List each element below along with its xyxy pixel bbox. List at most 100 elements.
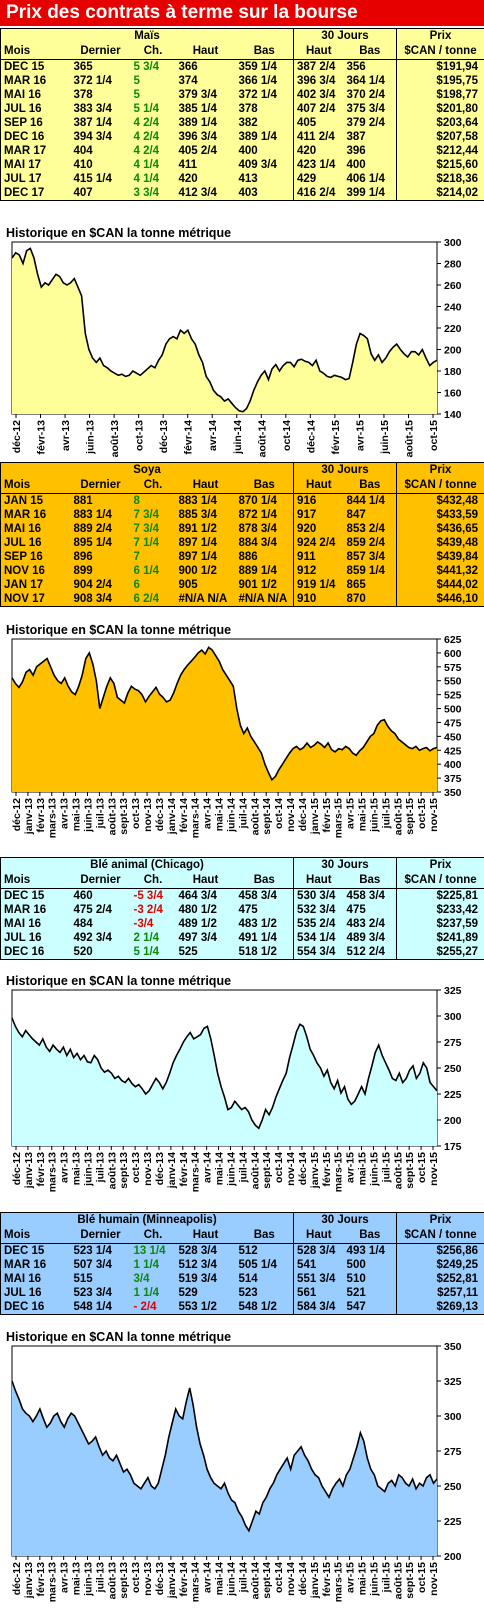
table-cell: 6 2/4 bbox=[133, 593, 160, 605]
table-cell: 489 3/4 bbox=[346, 932, 385, 944]
table-cell: 2 1/4 bbox=[133, 932, 160, 944]
table-cell: 475 bbox=[346, 904, 366, 916]
table-cell: 413 bbox=[238, 173, 258, 185]
table-cell: $207,58 bbox=[396, 130, 484, 144]
x-tick-label: juil-13 bbox=[94, 1152, 106, 1184]
x-tick-label: juin-15 bbox=[368, 798, 380, 833]
table-cell: $446,10 bbox=[396, 592, 484, 607]
x-tick-label: mai-15 bbox=[357, 1562, 369, 1595]
table-cell: -3 2/4 bbox=[133, 904, 163, 916]
header-prix: Prix bbox=[396, 857, 484, 873]
x-tick-label: févr-15 bbox=[321, 1152, 333, 1187]
x-tick-label: juil-15 bbox=[380, 1562, 392, 1594]
table-cell: 510 bbox=[346, 1273, 366, 1285]
x-tick-label: mars-15 bbox=[333, 798, 345, 838]
table-cell: $201,80 bbox=[396, 102, 484, 116]
x-tick-label: sept-15 bbox=[404, 1562, 416, 1599]
table-cell: 883 1/4 bbox=[73, 509, 112, 521]
table-cell: 497 3/4 bbox=[178, 932, 217, 944]
header-ch: Ch. bbox=[130, 1228, 176, 1244]
header-ch: Ch. bbox=[130, 873, 176, 889]
table-row: MAI 16 484 -3/4 489 1/2 483 1/2 535 2/4 483 2/… bbox=[1, 917, 484, 931]
x-tick-label: févr-15 bbox=[330, 420, 342, 455]
table-row: MAI 16 378 5 379 3/4 372 1/4 402 3/4 370 2/4 $1… bbox=[1, 88, 484, 102]
y-tick-label: 425 bbox=[444, 745, 462, 757]
table-cell: JAN 15 bbox=[4, 495, 43, 507]
table-cell: $439,84 bbox=[396, 550, 484, 564]
table-cell: 407 2/4 bbox=[293, 102, 344, 116]
header-dernier: Dernier bbox=[70, 44, 131, 60]
table-cell: 387 1/4 bbox=[73, 117, 112, 129]
table-cell: $441,32 bbox=[396, 564, 484, 578]
table-cell: 389 1/4 bbox=[238, 131, 277, 143]
table-cell: 378 bbox=[238, 103, 258, 115]
x-tick-label: déc-14 bbox=[297, 798, 309, 831]
table-row: MAR 16 475 2/4 -3 2/4 480 1/2 475 532 3/4 475 $… bbox=[1, 903, 484, 917]
x-tick-label: avr-14 bbox=[202, 1562, 214, 1593]
series-line bbox=[11, 247, 438, 413]
futures-table-2: Blé animal (Chicago) 30 Jours Prix Mois Dern… bbox=[0, 857, 484, 960]
table-cell: 4 1/4 bbox=[133, 159, 160, 171]
x-tick-label: août-14 bbox=[249, 798, 261, 836]
table-cell: 584 3/4 bbox=[293, 1300, 344, 1315]
y-tick-label: 180 bbox=[444, 366, 462, 378]
table-cell: 379 2/4 bbox=[346, 117, 385, 129]
table-cell: DEC 15 bbox=[4, 1245, 45, 1257]
table-cell: -5 3/4 bbox=[133, 890, 163, 902]
series-area bbox=[12, 1018, 437, 1146]
table-row: JUL 17 415 1/4 4 1/4 420 413 429 406 1/4 $218,3… bbox=[1, 172, 484, 186]
table-cell: MAR 16 bbox=[4, 1259, 47, 1271]
header-mois: Mois bbox=[0, 44, 71, 60]
table-row: JUL 16 895 1/4 7 1/4 897 1/4 884 3/4 924 2/4 8… bbox=[1, 536, 484, 550]
table-cell: JUL 16 bbox=[4, 103, 42, 115]
table-cell: 844 1/4 bbox=[346, 495, 385, 507]
x-tick-label: juil-15 bbox=[380, 1152, 392, 1184]
table-cell: 920 bbox=[293, 522, 344, 536]
x-tick-label: nov-13 bbox=[142, 1562, 154, 1596]
table-cell: 525 bbox=[178, 946, 198, 958]
table-cell: $439,48 bbox=[396, 536, 484, 550]
x-tick-label: oct-14 bbox=[281, 420, 293, 451]
table-cell: 356 bbox=[346, 61, 366, 73]
x-tick-label: avr-13 bbox=[59, 1152, 71, 1183]
header-prix: Prix bbox=[396, 28, 484, 44]
x-tick-label: mars-14 bbox=[190, 1562, 202, 1602]
table-cell: 389 1/4 bbox=[178, 117, 217, 129]
x-tick-label: sept-13 bbox=[118, 1562, 130, 1599]
y-tick-label: 400 bbox=[444, 759, 462, 771]
table-row: NOV 16 899 6 1/4 900 1/2 889 1/4 912 859 1/4 $4… bbox=[1, 564, 484, 578]
table-cell: 910 bbox=[293, 592, 344, 607]
table-cell: 548 1/2 bbox=[238, 1301, 277, 1313]
y-tick-label: 550 bbox=[444, 676, 462, 688]
x-tick-label: févr-14 bbox=[178, 798, 190, 833]
table-cell: 493 1/4 bbox=[346, 1245, 385, 1257]
table-cell: $237,59 bbox=[396, 917, 484, 931]
x-tick-label: oct-15 bbox=[416, 1562, 428, 1593]
header-30-jours: 30 Jours bbox=[293, 28, 397, 44]
x-tick-label: févr-13 bbox=[35, 798, 47, 833]
table-cell: 400 bbox=[238, 145, 258, 157]
table-cell: 396 3/4 bbox=[178, 131, 217, 143]
x-tick-label: mars-13 bbox=[47, 1152, 59, 1192]
y-tick-label: 350 bbox=[444, 1342, 462, 1353]
x-tick-label: mai-13 bbox=[71, 1152, 83, 1185]
table-cell: 396 3/4 bbox=[293, 74, 344, 88]
table-cell: 4 2/4 bbox=[133, 117, 160, 129]
header-bas: Bas bbox=[343, 1228, 397, 1244]
table-cell: DEC 16 bbox=[4, 131, 45, 143]
table-cell: 7 3/4 bbox=[133, 523, 160, 535]
table-cell: 1 1/4 bbox=[133, 1287, 160, 1299]
table-cell: 853 2/4 bbox=[346, 523, 385, 535]
table-row: DEC 16 394 3/4 4 2/4 396 3/4 389 1/4 411 2/4 3… bbox=[1, 130, 484, 144]
x-tick-label: sept-13 bbox=[118, 1152, 130, 1189]
x-tick-label: juil-14 bbox=[237, 1152, 249, 1184]
header-prix_unit: $CAN / tonne bbox=[396, 1228, 484, 1244]
table-cell: 410 bbox=[73, 159, 93, 171]
table-cell: 500 bbox=[346, 1259, 366, 1271]
x-tick-label: févr-13 bbox=[35, 1152, 47, 1187]
table-cell: 4 1/4 bbox=[133, 173, 160, 185]
table-cell: $433,59 bbox=[396, 508, 484, 522]
table-row: MAI 16 889 2/4 7 3/4 891 1/2 878 3/4 920 853 2… bbox=[1, 522, 484, 536]
table-cell: 480 1/2 bbox=[178, 904, 217, 916]
x-tick-label: août-14 bbox=[249, 1562, 261, 1600]
